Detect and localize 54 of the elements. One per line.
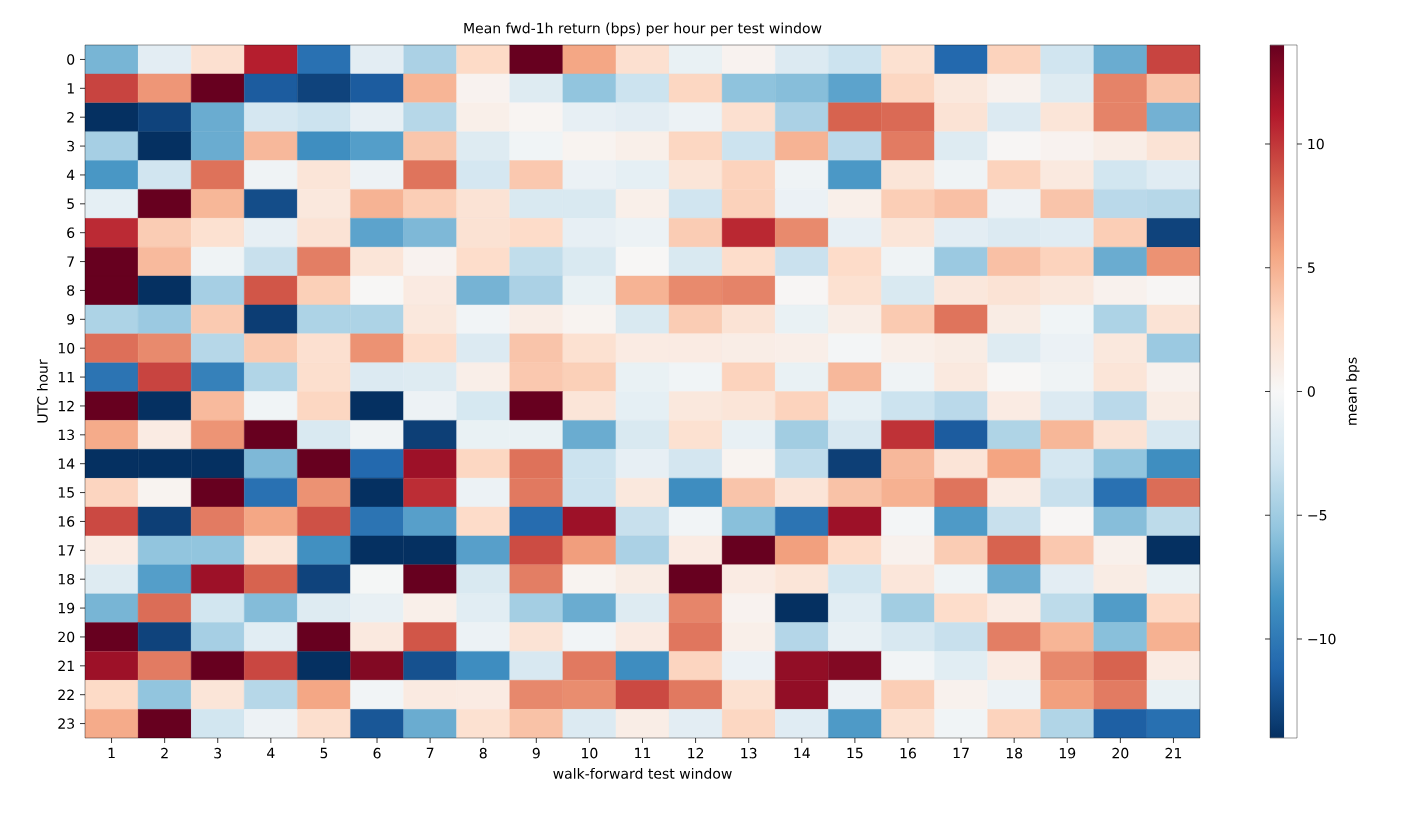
x-tick-label: 16 <box>900 747 916 759</box>
x-tick-label: 8 <box>479 747 487 759</box>
color-bar-label: 5 <box>1307 262 1315 273</box>
y-tick-label: 1 <box>67 83 74 94</box>
y-tick-label: 20 <box>58 631 75 643</box>
y-axis-title: UTC hour <box>36 359 48 423</box>
y-tick-label: 19 <box>58 602 75 614</box>
color-bar-label: 0 <box>1307 386 1315 397</box>
y-tick-label: 16 <box>58 516 75 527</box>
y-tick-label: 7 <box>67 256 74 267</box>
x-tick-label: 4 <box>267 747 275 759</box>
y-tick-label: 3 <box>67 140 75 152</box>
y-tick-label: 18 <box>58 573 75 585</box>
y-tick-label: 21 <box>58 660 74 672</box>
x-tick-label: 1 <box>108 747 115 759</box>
y-tick-label: 0 <box>67 54 75 65</box>
chart-title: Mean fwd-1h return (bps) per hour per test window <box>464 22 822 37</box>
x-tick-label: 13 <box>741 747 757 759</box>
y-tick-label: 15 <box>58 487 74 498</box>
y-tick-label: 2 <box>67 111 74 123</box>
x-tick-label: 18 <box>1006 747 1023 759</box>
y-tick-label: 5 <box>67 198 74 210</box>
y-tick-label: 23 <box>58 718 75 729</box>
x-tick-label: 2 <box>161 747 168 759</box>
y-tick-label: 8 <box>67 285 75 296</box>
y-tick-label: 14 <box>58 458 75 469</box>
x-tick-label: 21 <box>1165 747 1182 759</box>
x-axis-title: walk-forward test window <box>553 768 732 779</box>
y-tick-label: 12 <box>58 400 74 412</box>
y-tick-label: 17 <box>58 545 74 556</box>
x-tick-label: 14 <box>794 747 810 759</box>
y-tick-label: 9 <box>67 314 75 325</box>
y-tick-label: 6 <box>67 227 75 238</box>
x-tick-label: 20 <box>1112 747 1129 759</box>
x-tick-label: 11 <box>635 747 651 759</box>
x-tick-label: 3 <box>214 747 222 759</box>
x-tick-label: 15 <box>847 747 863 759</box>
color-bar-label: −10 <box>1308 633 1336 645</box>
y-tick-label: 13 <box>58 429 75 441</box>
y-tick-label: 11 <box>58 371 74 383</box>
y-tick-label: 4 <box>66 169 75 181</box>
x-tick-label: 9 <box>532 747 540 759</box>
y-tick-label: 10 <box>58 342 75 354</box>
x-tick-label: 19 <box>1059 747 1076 759</box>
x-tick-label: 10 <box>582 747 598 759</box>
color-bar-label: −5 <box>1308 510 1327 521</box>
color-bar-title: mean bps <box>1345 357 1360 425</box>
x-tick-label: 5 <box>320 747 328 759</box>
x-tick-label: 17 <box>953 747 969 759</box>
x-tick-label: 7 <box>426 747 434 759</box>
color-bar-label: 10 <box>1308 138 1324 150</box>
y-tick-label: 22 <box>58 689 74 700</box>
x-tick-label: 12 <box>688 747 704 759</box>
x-tick-label: 6 <box>373 747 381 759</box>
